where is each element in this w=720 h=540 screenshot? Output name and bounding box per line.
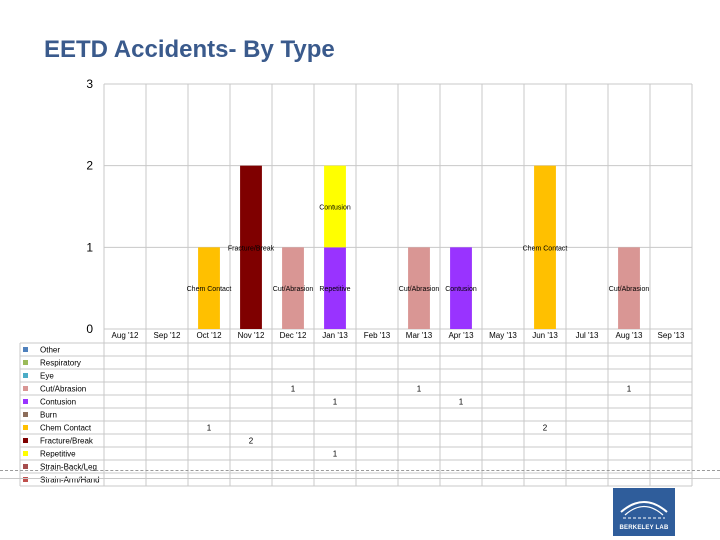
legend-key-cut-abrasion	[23, 386, 28, 391]
bar-fracture-break-3	[240, 165, 262, 329]
legend-label: Strain-Back/Leg	[40, 463, 97, 472]
x-tick-label: Oct '12	[196, 331, 222, 340]
legend-key-strain-back-leg	[23, 464, 28, 469]
y-tick-label: 2	[86, 159, 93, 173]
table-cell-value: 1	[291, 385, 296, 394]
x-tick-label: Sep '13	[658, 331, 685, 340]
legend-label: Contusion	[40, 398, 76, 407]
table-cell-value: 2	[543, 424, 548, 433]
legend-key-chem-contact	[23, 425, 28, 430]
x-tick-label: May '13	[489, 331, 517, 340]
bar-repetitive-5	[324, 165, 346, 248]
legend-key-contusion	[23, 399, 28, 404]
table-cell-value: 1	[627, 385, 632, 394]
table-cell-value: 1	[459, 398, 464, 407]
y-tick-label: 3	[86, 77, 93, 91]
x-tick-label: Dec '12	[280, 331, 307, 340]
bar-chem-contact-2	[198, 247, 220, 329]
legend-label: Chem Contact	[40, 424, 92, 433]
logo-text: BERKELEY LAB	[619, 525, 669, 531]
bar-contusion-5	[324, 247, 346, 329]
data-label: Chem Contact	[187, 286, 232, 293]
x-tick-label: Nov '12	[238, 331, 265, 340]
legend-label: Cut/Abrasion	[40, 385, 86, 394]
data-label: Cut/Abrasion	[609, 286, 650, 293]
y-tick-label: 0	[86, 322, 93, 336]
table-cell-value: 1	[207, 424, 212, 433]
slide-title: EETD Accidents- By Type	[44, 36, 335, 63]
x-tick-label: Jul '13	[576, 331, 599, 340]
data-label: Contusion	[319, 205, 351, 212]
table-cell-value: 1	[333, 450, 338, 459]
legend-label: Repetitive	[40, 450, 76, 459]
bar-contusion-8	[450, 247, 472, 329]
x-tick-label: Aug '13	[616, 331, 643, 340]
x-tick-label: Sep '12	[154, 331, 181, 340]
logo-icon	[620, 501, 668, 519]
bar-chem-contact-10	[534, 165, 556, 329]
legend-label: Eye	[40, 372, 54, 381]
table-cell-value: 1	[417, 385, 422, 394]
legend-key-eye	[23, 373, 28, 378]
table-cell-value: 2	[249, 437, 254, 446]
data-label: Cut/Abrasion	[273, 286, 314, 293]
legend-label: Strain-Arm/Hand	[40, 476, 100, 485]
bar-cut-abrasion-7	[408, 247, 430, 329]
x-tick-label: Aug '12	[112, 331, 139, 340]
footer-divider	[0, 478, 720, 479]
x-tick-label: Mar '13	[406, 331, 433, 340]
data-label: Cut/Abrasion	[399, 286, 440, 293]
footer-divider-dashed	[0, 470, 720, 471]
legend-key-other	[23, 347, 28, 352]
legend-label: Respiratory	[40, 359, 81, 368]
x-tick-label: Jun '13	[532, 331, 558, 340]
table-cell-value: 1	[333, 398, 338, 407]
legend-key-respiratory	[23, 360, 28, 365]
bar-cut-abrasion-4	[282, 247, 304, 329]
x-tick-label: Apr '13	[448, 331, 474, 340]
y-tick-label: 1	[86, 240, 93, 254]
data-label: Fracture/Break	[228, 245, 275, 252]
legend-key-burn	[23, 412, 28, 417]
data-label: Contusion	[445, 286, 477, 293]
x-tick-label: Jan '13	[322, 331, 348, 340]
data-label: Chem Contact	[523, 245, 568, 252]
bar-cut-abrasion-12	[618, 247, 640, 329]
berkeley-lab-logo: BERKELEY LAB	[613, 488, 675, 536]
legend-label: Fracture/Break	[40, 437, 94, 446]
legend-label: Burn	[40, 411, 57, 420]
legend-key-repetitive	[23, 451, 28, 456]
legend-label: Other	[40, 346, 60, 355]
x-tick-label: Feb '13	[364, 331, 391, 340]
legend-key-fracture-break	[23, 438, 28, 443]
legend-key-strain-arm-hand	[23, 477, 28, 482]
data-label: Repetitive	[319, 286, 350, 293]
